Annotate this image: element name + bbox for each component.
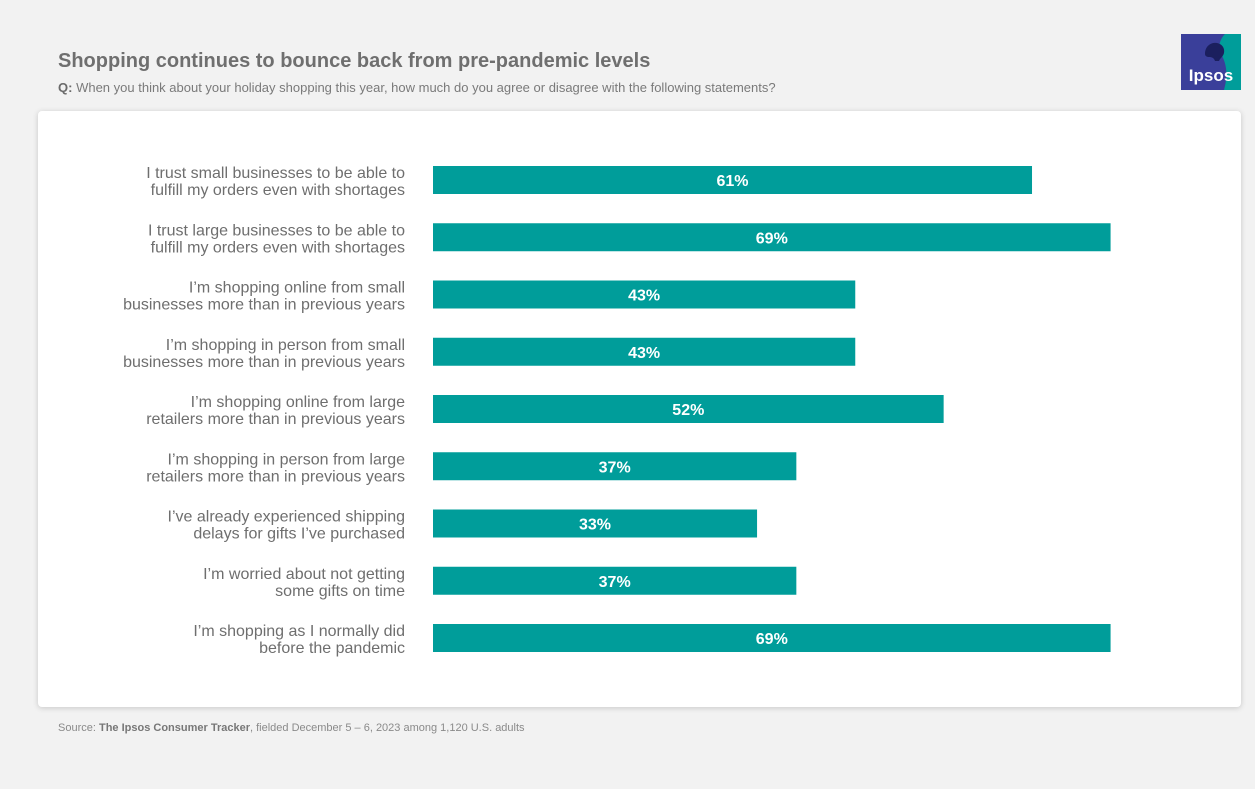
category-label-line: delays for gifts I’ve purchased: [193, 526, 405, 543]
category-label-line: retailers more than in previous years: [146, 468, 405, 485]
category-label: I’m shopping online from small businesses…: [123, 280, 405, 314]
bar-value-label: 43%: [628, 345, 660, 362]
chart-card: I trust small businesses to be able to fu…: [38, 111, 1241, 707]
category-label-line: I’m worried about not getting: [203, 566, 405, 583]
category-label-line: I’m shopping in person from small: [166, 337, 405, 354]
category-label: I trust large businesses to be able to fu…: [148, 222, 405, 256]
bar: [433, 223, 1111, 252]
bar-value-label: 37%: [599, 459, 631, 476]
category-label-line: businesses more than in previous years: [123, 354, 405, 371]
bar: [433, 452, 797, 481]
category-label-line: retailers more than in previous years: [146, 411, 405, 428]
bar-value-label: 33%: [579, 517, 611, 534]
category-label-line: I trust small businesses to be able to: [146, 165, 405, 182]
category-label: I’m shopping online from large retailers …: [146, 394, 405, 428]
bar: [433, 166, 1033, 194]
bar: [433, 280, 856, 309]
source-details: , fielded December 5 – 6, 2023 among 1,1…: [249, 722, 525, 734]
category-label: I’m shopping in person from small busines…: [123, 337, 405, 371]
survey-question: Q: When you think about your holiday sho…: [58, 80, 776, 95]
bar-value-label: 69%: [756, 230, 788, 247]
category-label: I’m worried about not getting some gifts …: [203, 566, 405, 600]
logo-text: Ipsos: [1189, 66, 1233, 85]
ipsos-logo: Ipsos: [1181, 34, 1241, 90]
source-note: Source: The Ipsos Consumer Tracker, fiel…: [58, 722, 525, 734]
bar-value-label: 61%: [716, 173, 748, 190]
category-label-line: I’m shopping online from large: [191, 394, 405, 411]
source-name: The Ipsos Consumer Tracker: [98, 722, 250, 734]
category-label-line: I’ve already experienced shipping: [168, 509, 405, 526]
category-label: I’ve already experienced shipping delays …: [168, 509, 405, 543]
ipsos-logo-mark: Ipsos: [1181, 34, 1241, 90]
bar: [433, 624, 1111, 652]
category-label: I’m shopping in person from large retaile…: [146, 451, 405, 485]
category-label-line: I trust large businesses to be able to: [148, 222, 405, 239]
bar: [433, 337, 856, 366]
category-label-line: fulfill my orders even with shortages: [151, 239, 405, 256]
category-label-line: before the pandemic: [259, 640, 405, 657]
bar: [433, 509, 758, 538]
bar-chart: I trust small businesses to be able to fu…: [123, 165, 1111, 657]
bar: [433, 395, 944, 423]
bar: [433, 566, 797, 595]
source-prefix: Source:: [58, 722, 96, 734]
category-label-line: fulfill my orders even with shortages: [151, 182, 405, 199]
category-label: I’m shopping as I normally did before the…: [193, 623, 405, 657]
category-label-line: I’m shopping as I normally did: [193, 623, 405, 640]
category-label-line: businesses more than in previous years: [123, 297, 405, 314]
category-label-line: some gifts on time: [275, 583, 405, 600]
question-prefix: Q:: [58, 80, 73, 95]
bar-value-label: 37%: [599, 574, 631, 591]
bar-value-label: 52%: [672, 402, 704, 419]
question-text: When you think about your holiday shoppi…: [76, 80, 776, 95]
category-label-line: I’m shopping in person from large: [168, 451, 406, 468]
category-label: I trust small businesses to be able to fu…: [146, 165, 405, 199]
bar-value-label: 43%: [628, 288, 660, 305]
bar-value-label: 69%: [756, 631, 788, 648]
chart-title: Shopping continues to bounce back from p…: [58, 50, 651, 72]
category-label-line: I’m shopping online from small: [189, 280, 405, 297]
